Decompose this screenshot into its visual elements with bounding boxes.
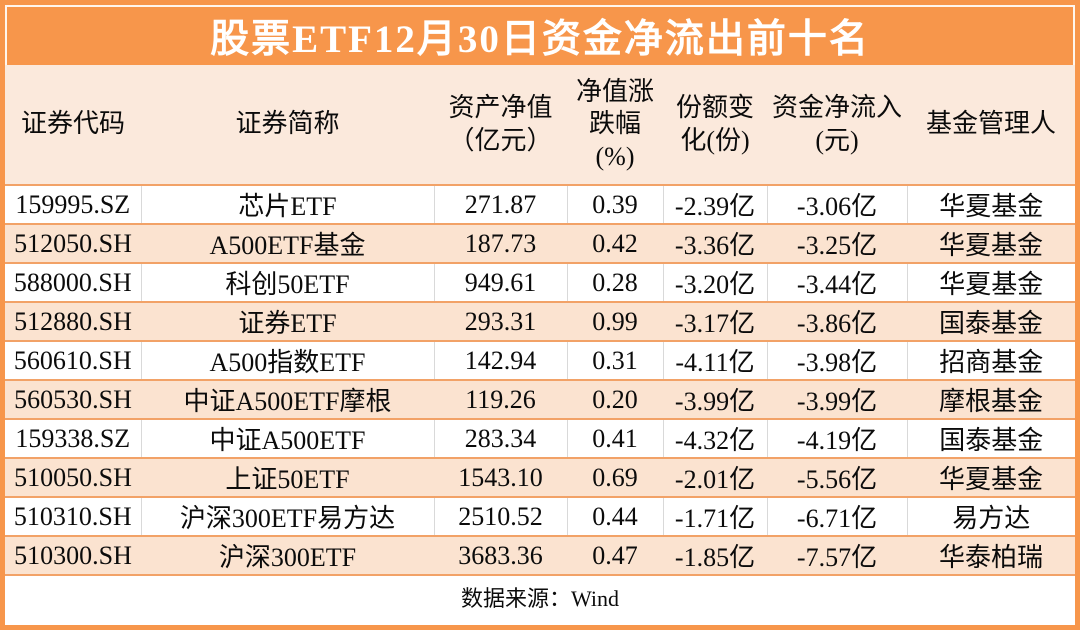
cell-name: A500指数ETF — [141, 341, 435, 380]
cell-nav-change: 0.42 — [567, 223, 663, 264]
header-cell-share-change: 份额变 化(份) — [663, 65, 767, 186]
cell-net-inflow: -4.19亿 — [767, 419, 908, 458]
cell-nav: 1543.10 — [434, 457, 567, 498]
table-row: 510310.SH 沪深300ETF易方达 2510.52 0.44 -1.71… — [5, 497, 1075, 536]
header-cell-net-inflow: 资金净流入 (元) — [767, 65, 907, 186]
cell-manager: 易方达 — [907, 497, 1075, 536]
cell-name: A500ETF基金 — [141, 223, 434, 264]
cell-manager: 华泰柏瑞 — [907, 535, 1075, 576]
cell-code: 159338.SZ — [5, 419, 142, 458]
cell-nav-change: 0.39 — [567, 185, 664, 224]
title-bar: 股票ETF12月30日资金净流出前十名 — [5, 5, 1075, 65]
cell-nav: 293.31 — [434, 301, 567, 342]
cell-net-inflow: -3.86亿 — [767, 301, 907, 342]
header-cell-manager: 基金管理人 — [907, 65, 1075, 186]
cell-net-inflow: -3.44亿 — [767, 263, 908, 302]
cell-share-change: -1.71亿 — [663, 497, 768, 536]
cell-nav-change: 0.99 — [567, 301, 663, 342]
cell-nav-change: 0.41 — [567, 419, 664, 458]
header-cell-nav-change: 净值涨 跌幅 (%) — [567, 65, 663, 186]
cell-nav-change: 0.28 — [567, 263, 664, 302]
cell-name: 证券ETF — [141, 301, 434, 342]
table-row: 510050.SH 上证50ETF 1543.10 0.69 -2.01亿 -5… — [5, 457, 1075, 498]
cell-nav: 949.61 — [434, 263, 568, 302]
cell-nav: 142.94 — [434, 341, 568, 380]
cell-code: 588000.SH — [5, 263, 142, 302]
cell-manager: 国泰基金 — [907, 419, 1075, 458]
cell-nav-change: 0.47 — [567, 535, 663, 576]
cell-nav: 187.73 — [434, 223, 567, 264]
header-row: 证券代码 证券简称 资产净值 （亿元） 净值涨 跌幅 (%) 份额变 化(份) … — [5, 65, 1075, 186]
cell-code: 510310.SH — [5, 497, 142, 536]
cell-share-change: -3.20亿 — [663, 263, 768, 302]
table-row: 159338.SZ 中证A500ETF 283.34 0.41 -4.32亿 -… — [5, 419, 1075, 458]
cell-share-change: -3.99亿 — [663, 379, 767, 420]
cell-nav-change: 0.44 — [567, 497, 664, 536]
cell-code: 512880.SH — [5, 301, 141, 342]
etf-outflow-table: 证券代码 证券简称 资产净值 （亿元） 净值涨 跌幅 (%) 份额变 化(份) … — [5, 65, 1075, 576]
source-footer: 数据来源：Wind — [5, 576, 1075, 617]
cell-net-inflow: -3.25亿 — [767, 223, 907, 264]
cell-manager: 摩根基金 — [907, 379, 1075, 420]
cell-nav: 271.87 — [434, 185, 568, 224]
page-title: 股票ETF12月30日资金净流出前十名 — [210, 18, 870, 61]
cell-net-inflow: -7.57亿 — [767, 535, 907, 576]
cell-code: 560530.SH — [5, 379, 141, 420]
cell-nav: 119.26 — [434, 379, 567, 420]
cell-manager: 华夏基金 — [907, 457, 1075, 498]
cell-name: 芯片ETF — [141, 185, 435, 224]
table-row: 560610.SH A500指数ETF 142.94 0.31 -4.11亿 -… — [5, 341, 1075, 380]
source-text: 数据来源：Wind — [461, 585, 619, 611]
cell-nav-change: 0.31 — [567, 341, 664, 380]
header-cell-code: 证券代码 — [5, 65, 141, 186]
cell-net-inflow: -3.99亿 — [767, 379, 907, 420]
table-row: 510300.SH 沪深300ETF 3683.36 0.47 -1.85亿 -… — [5, 535, 1075, 576]
cell-share-change: -3.17亿 — [663, 301, 767, 342]
cell-manager: 华夏基金 — [907, 263, 1075, 302]
table-row: 560530.SH 中证A500ETF摩根 119.26 0.20 -3.99亿… — [5, 379, 1075, 420]
table-row: 588000.SH 科创50ETF 949.61 0.28 -3.20亿 -3.… — [5, 263, 1075, 302]
cell-manager: 华夏基金 — [907, 223, 1075, 264]
cell-name: 中证A500ETF — [141, 419, 435, 458]
cell-share-change: -1.85亿 — [663, 535, 767, 576]
table-row: 159995.SZ 芯片ETF 271.87 0.39 -2.39亿 -3.06… — [5, 185, 1075, 224]
cell-name: 沪深300ETF易方达 — [141, 497, 435, 536]
cell-net-inflow: -3.98亿 — [767, 341, 908, 380]
cell-code: 560610.SH — [5, 341, 142, 380]
cell-nav: 3683.36 — [434, 535, 567, 576]
cell-code: 510300.SH — [5, 535, 141, 576]
cell-net-inflow: -3.06亿 — [767, 185, 908, 224]
cell-share-change: -3.36亿 — [663, 223, 767, 264]
cell-nav-change: 0.69 — [567, 457, 663, 498]
cell-code: 512050.SH — [5, 223, 141, 264]
header-cell-name: 证券简称 — [141, 65, 434, 186]
cell-manager: 国泰基金 — [907, 301, 1075, 342]
cell-name: 中证A500ETF摩根 — [141, 379, 434, 420]
cell-share-change: -4.11亿 — [663, 341, 768, 380]
cell-name: 科创50ETF — [141, 263, 435, 302]
cell-net-inflow: -5.56亿 — [767, 457, 907, 498]
table-row: 512880.SH 证券ETF 293.31 0.99 -3.17亿 -3.86… — [5, 301, 1075, 342]
cell-net-inflow: -6.71亿 — [767, 497, 908, 536]
cell-share-change: -2.39亿 — [663, 185, 768, 224]
cell-name: 上证50ETF — [141, 457, 434, 498]
table-row: 512050.SH A500ETF基金 187.73 0.42 -3.36亿 -… — [5, 223, 1075, 264]
cell-nav: 2510.52 — [434, 497, 568, 536]
cell-share-change: -2.01亿 — [663, 457, 767, 498]
cell-name: 沪深300ETF — [141, 535, 434, 576]
header-cell-nav: 资产净值 （亿元） — [434, 65, 567, 186]
cell-code: 159995.SZ — [5, 185, 142, 224]
cell-share-change: -4.32亿 — [663, 419, 768, 458]
cell-nav: 283.34 — [434, 419, 568, 458]
cell-nav-change: 0.20 — [567, 379, 663, 420]
cell-manager: 招商基金 — [907, 341, 1075, 380]
cell-code: 510050.SH — [5, 457, 141, 498]
cell-manager: 华夏基金 — [907, 185, 1075, 224]
